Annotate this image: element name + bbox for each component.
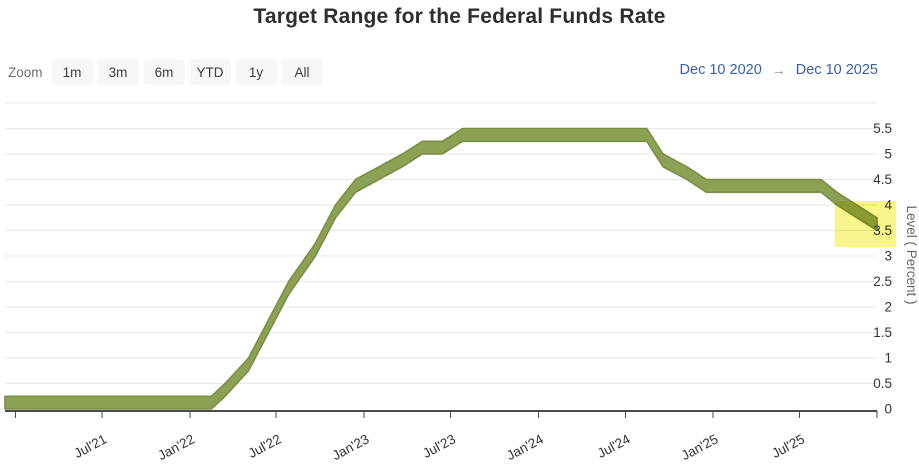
- y-tick-label: 0: [884, 402, 892, 417]
- zoom-toolbar: Zoom 1m 3m 6m YTD 1y All: [8, 58, 328, 86]
- y-tick-label: 3: [884, 249, 892, 264]
- zoom-label: Zoom: [8, 64, 43, 80]
- zoom-button-3m[interactable]: 3m: [97, 59, 139, 85]
- x-tick-label: Jul'24: [595, 431, 633, 461]
- x-tick-label: Jan'22: [155, 431, 197, 463]
- y-tick-label: 5: [884, 147, 892, 162]
- x-tick-label: Jul'23: [420, 431, 458, 461]
- x-tick-label: Jul'22: [246, 431, 284, 461]
- y-axis: 00.511.522.533.544.555.5: [873, 121, 892, 417]
- y-tick-label: 2: [884, 300, 892, 315]
- x-tick-label: Jan'24: [504, 431, 546, 463]
- y-tick-label: 1: [884, 351, 892, 366]
- y-tick-label: 4.5: [873, 172, 892, 187]
- range-start-date[interactable]: Dec 10 2020: [679, 62, 762, 78]
- zoom-button-ytd[interactable]: YTD: [189, 59, 231, 85]
- range-end-date[interactable]: Dec 10 2025: [795, 62, 878, 78]
- date-range-selector: Dec 10 2020 → Dec 10 2025: [680, 62, 878, 78]
- chart-title: Target Range for the Federal Funds Rate: [253, 5, 666, 28]
- range-arrow-icon: →: [771, 62, 786, 78]
- x-axis: Jul'21 Jan'22 Jul'22 Jan'23 Jul'23 Jan'24 Jul'…: [5, 410, 878, 463]
- target-range-band[interactable]: [4, 127, 878, 410]
- x-tick-label: Jan'25: [679, 431, 721, 463]
- y-axis-title: Level ( Percent ): [904, 205, 919, 304]
- y-tick-label: 0.5: [873, 376, 892, 391]
- y-tick-label: 1.5: [873, 325, 892, 340]
- y-tick-label: 2.5: [873, 274, 892, 289]
- y-tick-label: 5.5: [873, 121, 892, 136]
- zoom-button-all[interactable]: All: [281, 59, 323, 85]
- x-tick-label: Jul'21: [71, 431, 109, 461]
- x-tick-label: Jan'23: [330, 431, 372, 463]
- x-tick-label: Jul'25: [769, 431, 807, 461]
- zoom-button-1m[interactable]: 1m: [51, 59, 93, 85]
- zoom-button-6m[interactable]: 6m: [143, 59, 185, 85]
- zoom-button-1y[interactable]: 1y: [235, 59, 277, 85]
- highlight-annotation: [835, 201, 896, 247]
